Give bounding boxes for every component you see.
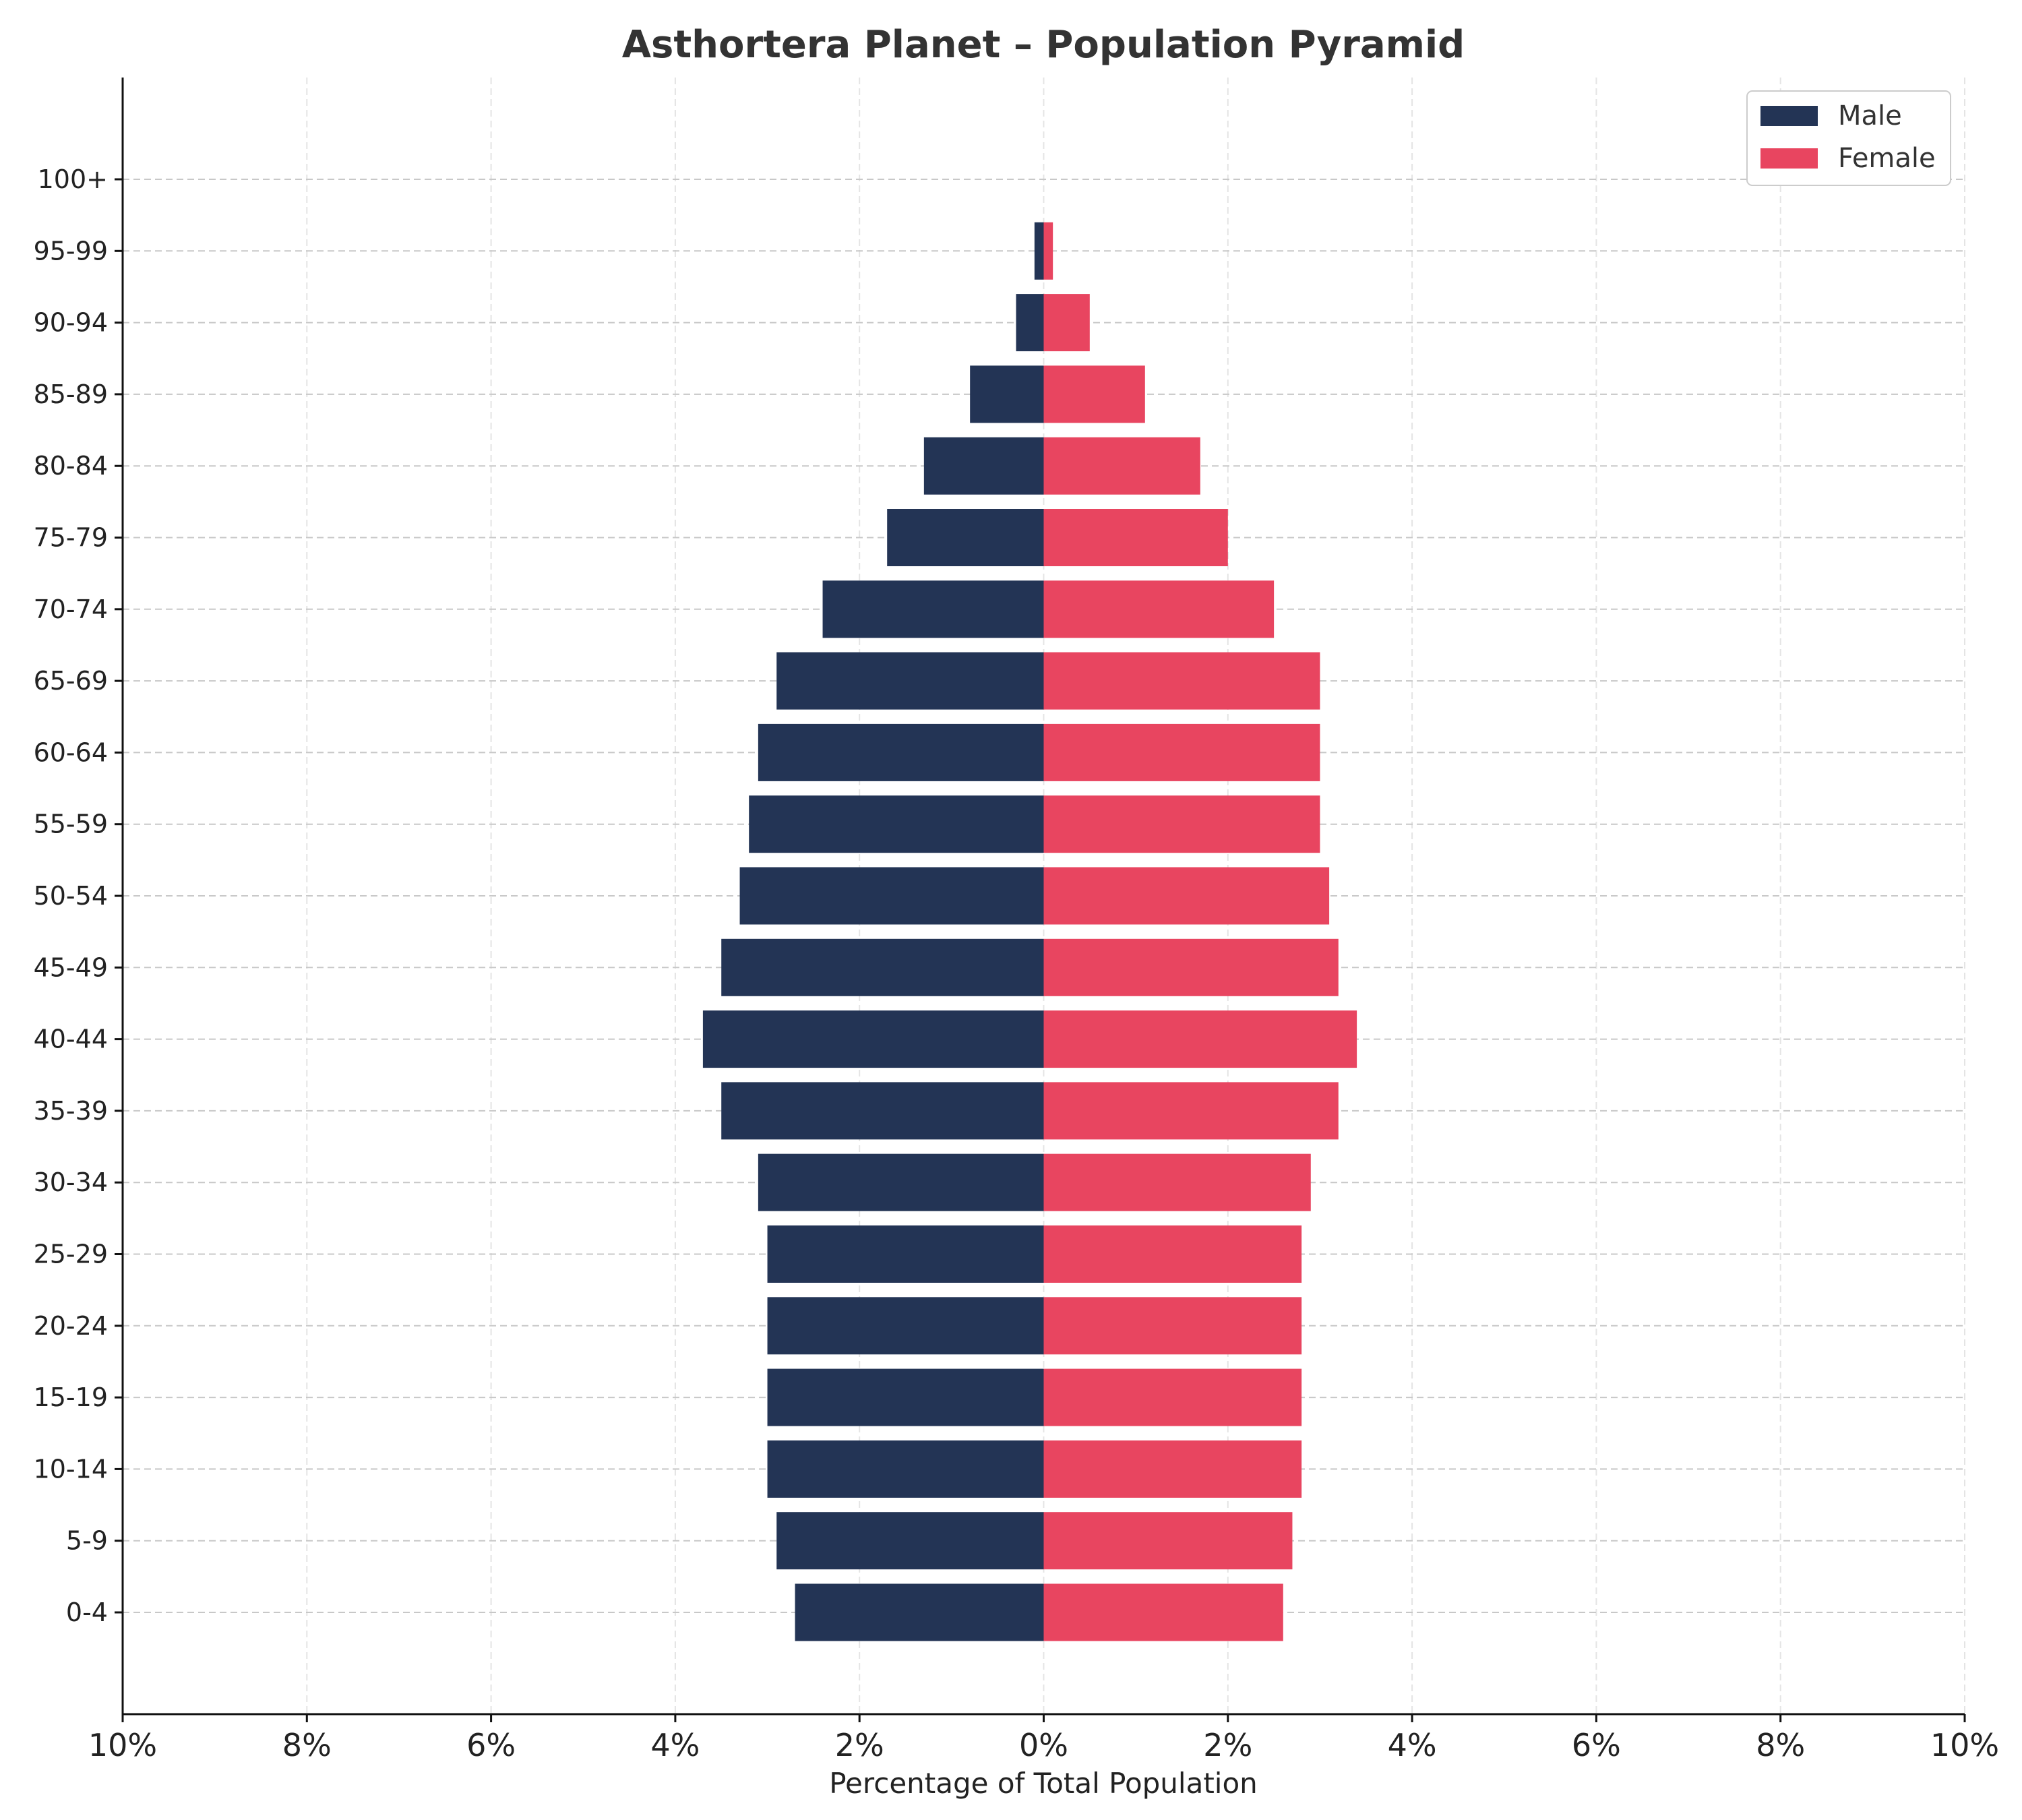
y-tick-label-75-79: 75-79 xyxy=(34,523,108,553)
y-tick-label-5-9: 5-9 xyxy=(66,1526,108,1556)
bar-male-20-24 xyxy=(767,1297,1044,1355)
bar-male-65-69 xyxy=(776,652,1044,710)
y-tick-label-50-54: 50-54 xyxy=(34,881,108,911)
bar-female-20-24 xyxy=(1043,1297,1302,1355)
bar-female-60-64 xyxy=(1043,723,1320,781)
y-tick-label-85-89: 85-89 xyxy=(34,380,108,409)
bar-female-80-84 xyxy=(1043,437,1200,495)
bar-male-60-64 xyxy=(758,723,1044,781)
bar-male-10-14 xyxy=(767,1440,1044,1498)
legend-swatch-female xyxy=(1760,148,1818,169)
x-tick-label: 2% xyxy=(835,1727,884,1763)
bar-female-35-39 xyxy=(1043,1082,1339,1140)
y-tick-label-70-74: 70-74 xyxy=(34,595,108,624)
bar-female-0-4 xyxy=(1043,1583,1283,1641)
bar-female-90-94 xyxy=(1043,294,1090,352)
bar-male-55-59 xyxy=(749,795,1044,853)
bar-female-25-29 xyxy=(1043,1225,1302,1283)
bar-male-90-94 xyxy=(1016,294,1044,352)
x-tick-label: 6% xyxy=(1572,1727,1621,1763)
bar-female-70-74 xyxy=(1043,580,1275,638)
bar-male-40-44 xyxy=(702,1010,1044,1068)
bar-female-95-99 xyxy=(1043,222,1053,280)
legend-label-male: Male xyxy=(1838,100,1902,131)
x-tick-labels: 10% 8% 6% 4% 2% 0% 2% 4% 6% 8% 10% xyxy=(88,1714,1999,1763)
bar-male-25-29 xyxy=(767,1225,1044,1283)
y-tick-label-65-69: 65-69 xyxy=(34,666,108,696)
bar-female-75-79 xyxy=(1043,509,1228,566)
bar-female-65-69 xyxy=(1043,652,1320,710)
x-tick-label: 10% xyxy=(1930,1727,1999,1763)
x-tick-label: 8% xyxy=(282,1727,332,1763)
bar-male-80-84 xyxy=(923,437,1044,495)
y-tick-labels: 0-4 5-9 10-14 15-19 20-24 25-29 30-34 35-39 40-4… xyxy=(34,164,123,1627)
bar-male-70-74 xyxy=(822,580,1044,638)
y-tick-label-15-19: 15-19 xyxy=(34,1383,108,1412)
bar-male-85-89 xyxy=(970,365,1044,423)
y-tick-label-80-84: 80-84 xyxy=(34,451,108,481)
bar-male-5-9 xyxy=(776,1512,1044,1570)
y-tick-label-25-29: 25-29 xyxy=(34,1240,108,1269)
y-tick-label-55-59: 55-59 xyxy=(34,810,108,839)
y-tick-label-40-44: 40-44 xyxy=(34,1025,108,1054)
y-tick-label-90-94: 90-94 xyxy=(34,308,108,338)
y-tick-label-20-24: 20-24 xyxy=(34,1311,108,1341)
x-tick-label: 8% xyxy=(1756,1727,1805,1763)
y-tick-label-10-14: 10-14 xyxy=(34,1454,108,1484)
y-tick-label-0-4: 0-4 xyxy=(66,1598,108,1627)
bar-female-50-54 xyxy=(1043,867,1330,925)
x-axis-label: Percentage of Total Population xyxy=(829,1767,1258,1800)
x-tick-label: 4% xyxy=(1388,1727,1437,1763)
bar-male-15-19 xyxy=(767,1368,1044,1426)
legend-label-female: Female xyxy=(1838,143,1936,174)
x-tick-label: 4% xyxy=(650,1727,700,1763)
bar-female-55-59 xyxy=(1043,795,1320,853)
bar-female-40-44 xyxy=(1043,1010,1357,1068)
bar-female-45-49 xyxy=(1043,938,1339,996)
legend-swatch-male xyxy=(1760,106,1818,126)
bar-female-30-34 xyxy=(1043,1153,1311,1211)
bar-female-5-9 xyxy=(1043,1512,1293,1570)
chart-title: Asthortera Planet – Population Pyramid xyxy=(622,23,1465,67)
bar-female-15-19 xyxy=(1043,1368,1302,1426)
bar-male-30-34 xyxy=(758,1153,1044,1211)
bar-male-75-79 xyxy=(887,509,1044,566)
x-tick-label: 6% xyxy=(466,1727,516,1763)
x-tick-label: 2% xyxy=(1203,1727,1252,1763)
y-tick-label-35-39: 35-39 xyxy=(34,1096,108,1126)
y-tick-label-45-49: 45-49 xyxy=(34,952,108,982)
bar-male-35-39 xyxy=(721,1082,1044,1140)
x-tick-label: 10% xyxy=(88,1727,157,1763)
bar-female-85-89 xyxy=(1043,365,1145,423)
y-tick-label-60-64: 60-64 xyxy=(34,737,108,767)
bar-male-95-99 xyxy=(1034,222,1044,280)
bar-male-0-4 xyxy=(795,1583,1044,1641)
y-tick-label-30-34: 30-34 xyxy=(34,1167,108,1197)
bar-male-45-49 xyxy=(721,938,1044,996)
y-tick-label-100plus: 100+ xyxy=(38,164,108,194)
legend: Male Female xyxy=(1746,90,1951,186)
bars-group xyxy=(702,222,1357,1641)
y-tick-label-95-99: 95-99 xyxy=(34,236,108,266)
bar-female-10-14 xyxy=(1043,1440,1302,1498)
x-tick-label: 0% xyxy=(1019,1727,1068,1763)
bar-male-50-54 xyxy=(739,867,1044,925)
